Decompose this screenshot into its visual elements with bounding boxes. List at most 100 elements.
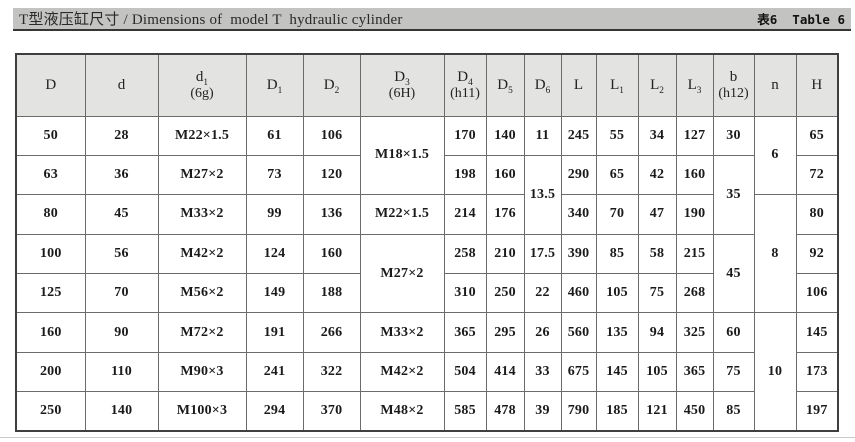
column-label: D4 bbox=[457, 68, 473, 88]
table-cell: 80 bbox=[795, 194, 839, 235]
table-cell: M18×1.5 bbox=[359, 115, 445, 196]
table-cell: 160 bbox=[675, 154, 714, 196]
table-cell: 70 bbox=[595, 194, 639, 235]
column-header-H: H bbox=[795, 53, 839, 117]
table-cell: 73 bbox=[245, 154, 304, 196]
table-cell: 55 bbox=[595, 115, 639, 156]
column-label: D3 bbox=[394, 68, 410, 88]
table-cell: 245 bbox=[560, 115, 597, 156]
column-label: d bbox=[117, 76, 126, 93]
table-cell: 268 bbox=[675, 273, 714, 314]
column-tolerance-note: (h11) bbox=[450, 85, 480, 101]
table-cell: M33×2 bbox=[359, 312, 445, 353]
table-cell: 198 bbox=[443, 154, 487, 196]
column-label: D1 bbox=[266, 76, 283, 96]
table-cell: 290 bbox=[560, 154, 597, 196]
table-cell: M42×2 bbox=[157, 233, 247, 275]
table-row: 63 36 M27×2 73 120 198 160 13.5 290 65 42 160 35 72 bbox=[15, 154, 839, 235]
column-label: H bbox=[811, 76, 823, 93]
table-cell: 94 bbox=[637, 312, 677, 353]
bottom-divider bbox=[0, 437, 855, 438]
table-cell: 13.5 bbox=[523, 154, 562, 235]
table-cell: 190 bbox=[675, 194, 714, 235]
table-cell: 61 bbox=[245, 115, 304, 156]
table-cell: 790 bbox=[560, 391, 597, 432]
table-cell: 210 bbox=[485, 233, 525, 275]
table-cell: 125 bbox=[15, 273, 86, 314]
column-label: D5 bbox=[497, 76, 513, 96]
table-cell: 106 bbox=[795, 273, 839, 314]
table-cell: 250 bbox=[485, 273, 525, 314]
table-cell: 136 bbox=[302, 194, 361, 235]
table-cell: 100 bbox=[15, 233, 86, 275]
table-cell: 135 bbox=[595, 312, 639, 353]
table-row: 80 45 M33×2 99 136 M22×1.5 214 176 340 70 47 190 8 80 bbox=[15, 194, 839, 314]
column-tolerance-note: (h12) bbox=[718, 85, 749, 101]
table-cell: M90×3 bbox=[157, 351, 247, 393]
table-cell: 214 bbox=[443, 194, 487, 235]
table-cell: 45 bbox=[84, 194, 159, 235]
table-cell: M48×2 bbox=[359, 391, 445, 432]
column-label: L3 bbox=[687, 76, 702, 96]
column-label: n bbox=[771, 76, 779, 93]
section-title-bar: T型液压缸尺寸 / Dimensions of model T hydrauli… bbox=[13, 8, 851, 31]
table-cell: 127 bbox=[675, 115, 714, 156]
table-cell: 215 bbox=[675, 233, 714, 275]
table-cell: 160 bbox=[485, 154, 525, 196]
table-cell: 75 bbox=[712, 351, 755, 393]
table-cell: 145 bbox=[595, 351, 639, 393]
table-cell: 365 bbox=[443, 312, 487, 353]
table-cell: 294 bbox=[245, 391, 304, 432]
column-label: D2 bbox=[323, 76, 340, 96]
table-cell: 478 bbox=[485, 391, 525, 432]
column-header-D2: D2 bbox=[302, 53, 361, 117]
column-header-D4: D4 (h11) bbox=[443, 53, 487, 117]
column-header-d1: d1 (6g) bbox=[157, 53, 247, 117]
table-cell: 56 bbox=[84, 233, 159, 275]
table-cell: 35 bbox=[712, 154, 755, 235]
table-cell: 33 bbox=[523, 351, 562, 393]
table-cell: M22×1.5 bbox=[157, 115, 247, 156]
table-cell: 185 bbox=[595, 391, 639, 432]
table-cell: 85 bbox=[595, 233, 639, 275]
table-cell: 63 bbox=[15, 154, 86, 196]
table-cell: 85 bbox=[712, 391, 755, 432]
table-cell: M27×2 bbox=[359, 233, 445, 314]
table-cell: 310 bbox=[443, 273, 487, 314]
column-header-D6: D6 bbox=[523, 53, 562, 117]
table-cell: 325 bbox=[675, 312, 714, 353]
table-cell: 65 bbox=[795, 115, 839, 156]
table-cell: 106 bbox=[302, 115, 361, 156]
table-cell: 191 bbox=[245, 312, 304, 353]
table-cell: 92 bbox=[795, 233, 839, 275]
table-cell: 176 bbox=[485, 194, 525, 235]
table-cell: 560 bbox=[560, 312, 597, 353]
table-cell: 65 bbox=[595, 154, 639, 196]
page-title: T型液压缸尺寸 / Dimensions of model T hydrauli… bbox=[19, 12, 403, 28]
table-cell: 460 bbox=[560, 273, 597, 314]
table-cell: 120 bbox=[302, 154, 361, 196]
table-cell: 10 bbox=[753, 312, 797, 432]
table-cell: 365 bbox=[675, 351, 714, 393]
table-cell: 75 bbox=[637, 273, 677, 314]
column-header-L3: L3 bbox=[675, 53, 714, 117]
column-tolerance-note: (6H) bbox=[388, 85, 416, 101]
column-header-D: D bbox=[15, 53, 86, 117]
column-label: b bbox=[729, 68, 738, 85]
table-cell: 58 bbox=[637, 233, 677, 275]
table-cell: M33×2 bbox=[157, 194, 247, 235]
table-cell: M100×3 bbox=[157, 391, 247, 432]
table-cell: M22×1.5 bbox=[359, 194, 445, 235]
table-cell: 173 bbox=[795, 351, 839, 393]
table-cell: 72 bbox=[795, 154, 839, 196]
table-cell: M27×2 bbox=[157, 154, 247, 196]
table-cell: 42 bbox=[637, 154, 677, 196]
table-cell: 28 bbox=[84, 115, 159, 156]
table-cell: 26 bbox=[523, 312, 562, 353]
column-header-n: n bbox=[753, 53, 797, 117]
table-cell: 105 bbox=[595, 273, 639, 314]
table-cell: 160 bbox=[15, 312, 86, 353]
column-tolerance-note: (6g) bbox=[190, 85, 214, 101]
